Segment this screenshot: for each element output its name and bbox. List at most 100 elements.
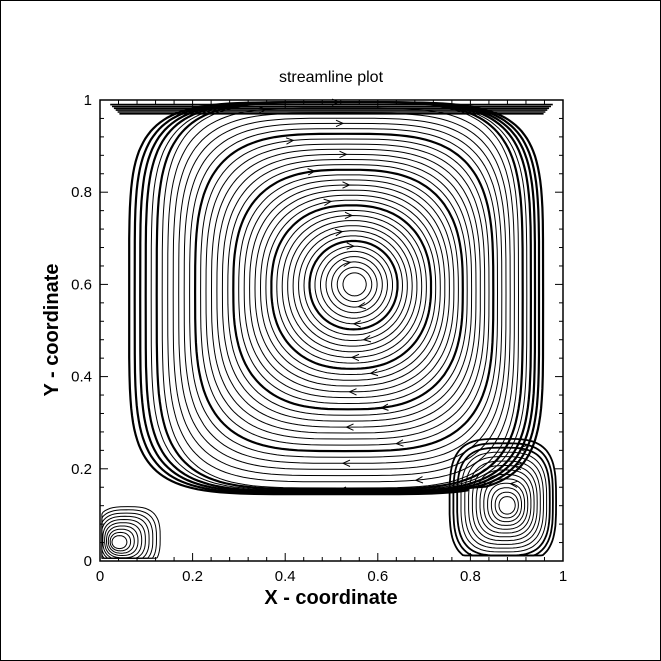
corner-eddy-right-streamline	[464, 456, 545, 549]
corner-eddy-left-streamline	[107, 528, 135, 554]
primary-streamline	[216, 153, 477, 428]
y-tick-label: 1	[84, 92, 92, 109]
primary-streamline	[150, 101, 528, 491]
primary-streamline	[281, 214, 423, 358]
flow-arrow	[517, 445, 527, 453]
primary-streamline	[238, 174, 459, 405]
axes-group: 0 0.2 0.4 0.6 0.8 1 0 0.2 0.4 0.6 0.8 1	[71, 92, 567, 585]
corner-eddy-right-streamline	[483, 478, 529, 530]
corner-eddy-left-streamline	[101, 506, 161, 559]
primary-streamline	[270, 204, 433, 370]
primary-streamline	[167, 107, 515, 483]
primary-streamline	[336, 266, 373, 302]
corner-eddy-right-streamline	[471, 465, 538, 542]
primary-streamline	[183, 122, 503, 464]
x-tick-label: 0	[96, 568, 104, 585]
primary-streamline	[249, 184, 450, 393]
primary-streamline	[292, 225, 413, 347]
primary-streamline	[298, 230, 408, 341]
primary-streamline	[227, 164, 468, 416]
primary-streamline	[342, 272, 367, 297]
corner-eddy-right-streamline	[448, 438, 558, 557]
primary-streamline	[276, 209, 427, 364]
flow-arrow	[339, 150, 348, 159]
flow-arrow	[352, 320, 362, 328]
flow-arrow	[395, 439, 404, 447]
chart-title: streamline plot	[279, 69, 384, 86]
primary-streamline	[265, 199, 437, 376]
plot-border	[99, 99, 564, 562]
flow-arrow	[258, 106, 268, 114]
primary-streamline	[200, 138, 490, 446]
flow-arrow	[342, 259, 352, 267]
flow-arrow	[362, 335, 372, 343]
primary-streamline	[128, 101, 545, 496]
flow-arrow	[379, 403, 389, 411]
corner-eddy-right-streamline	[479, 473, 532, 534]
x-tick-label: 0.6	[367, 568, 388, 585]
primary-streamline	[320, 250, 389, 319]
flow-arrow	[307, 168, 317, 176]
flow-arrow	[346, 242, 356, 250]
flow-arrow	[337, 486, 347, 494]
primary-streamline	[308, 239, 399, 331]
flow-arrow	[341, 459, 351, 467]
corner-eddy-left-streamline	[111, 535, 128, 550]
corner-eddy-right-streamline	[487, 482, 526, 526]
primary-streamline	[189, 128, 499, 458]
flow-arrow	[414, 476, 424, 484]
flow-arrow	[369, 368, 379, 377]
flow-arrow	[357, 302, 367, 310]
flow-arrow	[335, 119, 345, 128]
y-tick-label: 0	[84, 553, 92, 570]
primary-streamline	[287, 220, 418, 353]
primary-streamline	[210, 148, 481, 434]
x-tick-label: 0.2	[182, 568, 203, 585]
x-tick-label: 0.8	[460, 568, 481, 585]
primary-streamline	[314, 245, 393, 325]
primary-streamline	[172, 112, 511, 477]
flow-arrow	[342, 181, 351, 189]
corner-eddy-right-streamline	[494, 491, 519, 519]
flow-arrow	[350, 353, 360, 362]
corner-eddy-left-streamline	[105, 525, 139, 557]
flow-arrow	[512, 462, 522, 471]
primary-streamline	[325, 256, 383, 314]
y-tick-label: 0.4	[71, 369, 92, 386]
flow-arrow	[509, 480, 518, 488]
x-tick-label: 1	[559, 568, 567, 585]
corner-eddy-right-streamline	[498, 496, 516, 515]
primary-streamline	[221, 158, 473, 422]
arrow-markers-group	[258, 98, 527, 494]
primary-streamline	[161, 101, 520, 489]
streamlines-group	[101, 101, 558, 559]
flow-arrow	[323, 198, 333, 206]
primary-streamline	[193, 132, 495, 453]
primary-streamline	[331, 261, 378, 308]
y-tick-label: 0.6	[71, 276, 92, 293]
corner-eddy-right-streamline	[475, 469, 535, 538]
primary-streamline	[254, 189, 446, 387]
flow-arrow	[285, 137, 295, 145]
primary-streamline	[232, 168, 464, 411]
flow-arrow	[348, 388, 357, 396]
flow-arrow	[344, 211, 354, 220]
corner-eddy-left-streamline	[104, 522, 143, 559]
primary-streamline	[243, 179, 455, 399]
y-axis-label: Y - coordinate	[41, 264, 63, 397]
y-tick-label: 0.2	[71, 461, 92, 478]
corner-eddy-left-streamline	[102, 518, 146, 559]
flow-arrow	[345, 423, 354, 431]
corner-eddy-right-streamline	[490, 487, 522, 523]
corner-eddy-right-streamline	[456, 446, 551, 557]
primary-streamline	[259, 194, 441, 381]
corner-eddy-left-streamline	[109, 531, 132, 552]
flow-arrow	[334, 228, 344, 237]
corner-eddy-right-streamline	[460, 451, 548, 553]
primary-streamline	[303, 235, 404, 336]
corner-eddy-right-streamline	[468, 460, 541, 545]
primary-streamline	[205, 143, 486, 440]
y-tick-label: 0.8	[71, 184, 92, 201]
x-axis-label: X - coordinate	[264, 587, 397, 609]
